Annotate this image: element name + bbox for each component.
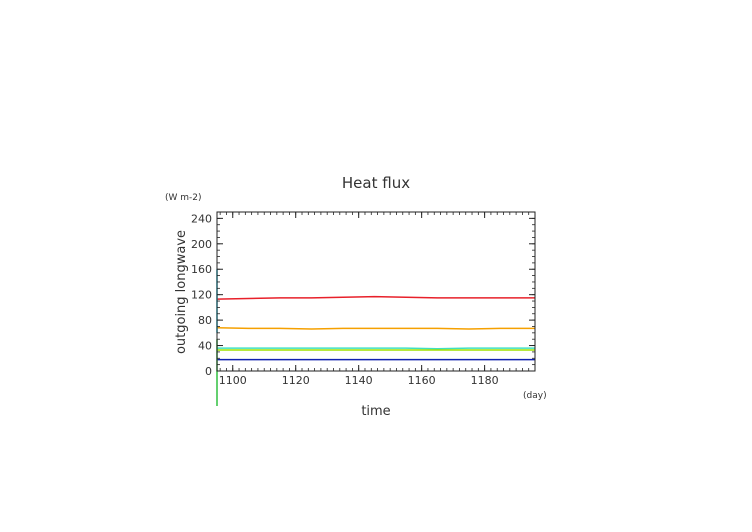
x-unit-label: (day) [523,391,547,401]
plot-frame [216,211,536,372]
x-tick-label: 1100 [219,374,247,387]
x-tick-label: 1180 [471,374,499,387]
y-tick-label: 240 [191,212,212,225]
y-tick-label: 200 [191,238,212,251]
chart-title: Heat flux [342,174,410,192]
x-tick-label: 1140 [345,374,373,387]
y-tick-label: 80 [198,314,212,327]
y-axis-label: outgoing longwave [174,230,189,354]
tick-labels: 1100 1120 1140 1160 1180 0 40 80 120 160 200 240 [191,212,499,387]
y-tick-label: 160 [191,263,212,276]
y-unit-label: (W m-2) [165,193,202,203]
axes-layer [216,211,536,372]
series-line-3 [217,347,535,350]
y-tick-label: 120 [191,289,212,302]
y-tick-label: 40 [198,340,212,353]
series-line-1 [216,295,535,300]
x-tick-label: 1160 [408,374,436,387]
y-tick-label: 0 [205,365,212,378]
series-line-2 [216,327,535,330]
x-tick-label: 1120 [282,374,310,387]
x-axis-label: time [361,404,390,419]
